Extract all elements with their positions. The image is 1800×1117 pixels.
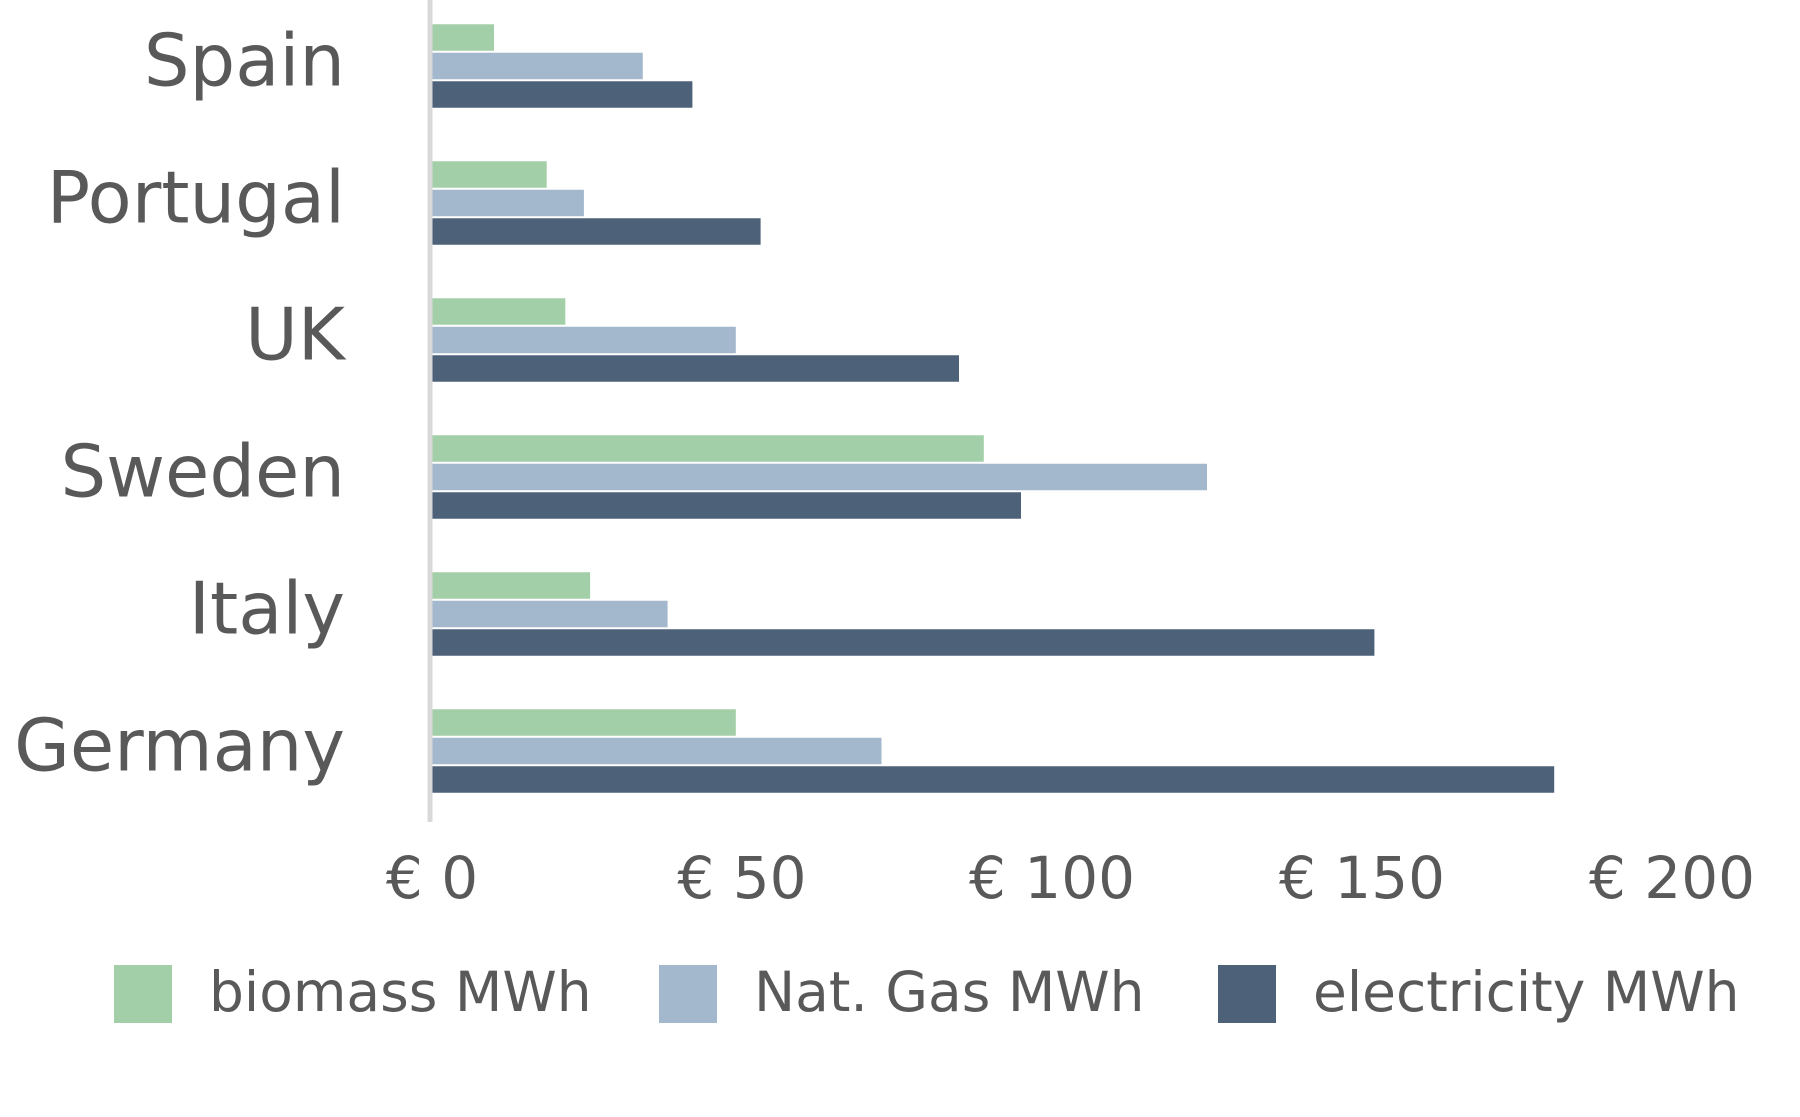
bar [432,629,1375,656]
bar [432,355,959,382]
category-label: UK [245,293,347,377]
bar [432,81,693,108]
legend-label: Nat. Gas MWh [754,960,1145,1024]
bar [432,572,591,599]
legend-swatch [1218,965,1276,1023]
legend-label: electricity MWh [1313,960,1739,1024]
bar [432,766,1555,793]
bar [432,492,1021,519]
bar [432,189,584,217]
bar [432,298,566,325]
x-tick-label: € 150 [1279,844,1445,912]
bar [432,600,668,628]
legend-swatch [659,965,717,1023]
legend-swatch [114,965,172,1023]
x-tick-label: € 0 [386,844,478,912]
x-tick-label: € 100 [969,844,1135,912]
bar [432,463,1207,491]
bar [432,326,736,354]
bar [432,218,761,245]
bar [432,709,736,736]
bar [432,24,494,51]
bar [432,435,984,462]
bar [432,161,547,188]
category-label: Germany [14,704,345,788]
x-tick-label: € 50 [677,844,806,912]
legend-label: biomass MWh [209,960,592,1024]
x-tick-label: € 200 [1589,844,1755,912]
bar [432,737,882,765]
category-label: Portugal [47,156,345,240]
category-label: Sweden [60,430,345,514]
category-label: Spain [144,19,345,103]
category-label: Italy [189,567,345,651]
bar [432,52,643,80]
